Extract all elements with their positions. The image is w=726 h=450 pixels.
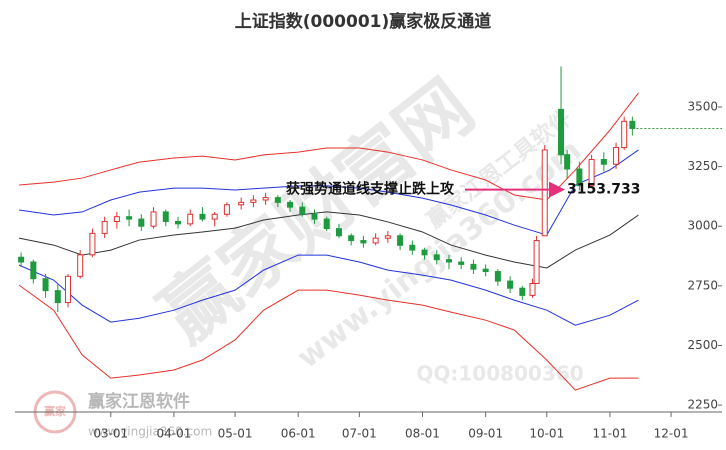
candle-body [519, 287, 526, 296]
candle-body [409, 244, 416, 251]
candle-body [199, 213, 206, 220]
x-tick-label: 09-01 [468, 427, 503, 441]
chart-title: 上证指数(000001)赢家极反通道 [235, 11, 492, 32]
candle-body [558, 108, 565, 156]
x-tick-label: 03-01 [93, 427, 128, 441]
x-tick-label: 08-01 [405, 427, 440, 441]
candle-body [621, 120, 628, 149]
band-line [18, 284, 639, 391]
candle-body [335, 228, 342, 237]
candle-body [541, 149, 548, 237]
candle-body [150, 211, 157, 227]
x-tick-label: 06-01 [281, 427, 316, 441]
candle-body [274, 197, 281, 203]
candle-body [18, 256, 25, 263]
candle-body [30, 261, 37, 280]
candle-body [421, 249, 428, 256]
x-tick-label: 04-01 [156, 427, 191, 441]
candle-body [101, 220, 108, 234]
candle-body [311, 213, 318, 220]
y-tick-label: 3250 [687, 159, 718, 173]
candle-body [323, 218, 330, 230]
candle-body [89, 232, 96, 256]
candle-body [299, 206, 306, 215]
x-tick-label: 05-01 [218, 427, 253, 441]
y-tick-label: 2250 [687, 398, 718, 412]
candle-body [588, 158, 595, 187]
candle-body [613, 147, 620, 165]
candle-body [238, 201, 245, 206]
candle-body [482, 268, 489, 273]
candle-body [348, 235, 355, 242]
x-tick-label: 10-01 [529, 427, 564, 441]
x-tick-label: 07-01 [342, 427, 377, 441]
candle-body [470, 263, 477, 270]
candle-body [458, 261, 465, 265]
candle-body [126, 216, 133, 220]
annotation-text: 获强势通道线支撑止跌上攻 [286, 181, 455, 198]
candle-body [600, 158, 607, 165]
candle-body [187, 213, 194, 225]
candle-body [507, 280, 514, 289]
logo-badge-text: 赢家 [44, 404, 67, 418]
candle-body [287, 201, 294, 208]
candle-body [397, 235, 404, 246]
candle-body [162, 211, 169, 222]
candle-body [113, 216, 120, 222]
candle-body [360, 240, 367, 244]
candle-body [262, 197, 269, 201]
y-tick-label: 2500 [687, 338, 718, 352]
candle-body [576, 168, 583, 187]
candle-body [433, 254, 440, 261]
candle-body [494, 271, 501, 282]
candle-body [211, 213, 218, 220]
band-line [18, 254, 639, 326]
candle-body [529, 282, 536, 296]
candle-body [250, 199, 257, 203]
candle-body [445, 259, 452, 263]
candle-body [42, 278, 49, 292]
logo-url: www.yingjia360.com [88, 425, 212, 439]
candle-body [564, 154, 571, 170]
band-line [19, 149, 639, 236]
candle-body [384, 235, 391, 239]
candle-body [533, 240, 540, 284]
watermark: QQ:100800360 [416, 362, 583, 386]
candle-body [372, 237, 379, 244]
logo-name: 赢家江恩软件 [88, 391, 190, 412]
x-tick-label: 11-01 [593, 427, 628, 441]
candle-body [138, 218, 145, 227]
candle-body [629, 120, 636, 129]
candle-body [54, 290, 61, 304]
candle-body [174, 220, 181, 225]
x-tick-label: 12-01 [654, 427, 689, 441]
y-tick-label: 2750 [687, 278, 718, 292]
band-line [19, 92, 639, 201]
candle-body [64, 275, 71, 304]
y-tick-label: 3500 [687, 100, 718, 114]
y-tick-label: 3000 [687, 219, 718, 233]
candle-body [223, 204, 230, 215]
annotation-value: 3153.733 [567, 182, 641, 198]
candle-body [77, 254, 84, 277]
